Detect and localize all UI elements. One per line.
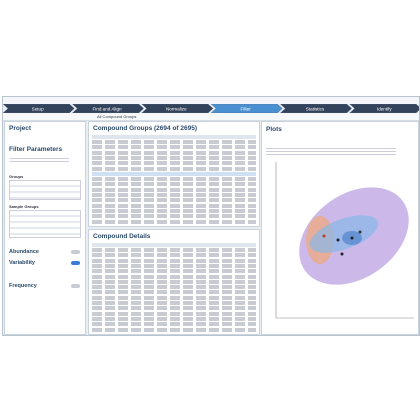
toolbar-label: All Compound Groups <box>97 114 137 119</box>
tab[interactable] <box>141 104 214 113</box>
plots-title: Plots <box>266 126 282 133</box>
point <box>358 230 362 234</box>
table-row <box>92 161 256 166</box>
table-row <box>92 187 256 192</box>
filter-title: Filter Parameters <box>9 146 63 153</box>
toolbar <box>3 113 419 121</box>
pca-plot <box>275 162 414 319</box>
groups-box <box>9 180 81 200</box>
table-row <box>92 155 256 160</box>
tab[interactable] <box>349 104 419 113</box>
point <box>336 238 340 242</box>
tab-label: Normalize <box>166 106 187 111</box>
section-label[interactable]: Variability <box>9 260 35 266</box>
title-bar <box>3 97 419 104</box>
table-row <box>92 311 256 316</box>
table-row <box>92 193 256 197</box>
table-row <box>92 269 256 274</box>
toggle[interactable] <box>71 261 80 265</box>
point <box>350 236 354 240</box>
table-row <box>92 177 256 182</box>
tab[interactable] <box>3 104 75 113</box>
table-row <box>92 203 256 208</box>
point <box>340 252 344 256</box>
section-label[interactable]: Abundance <box>9 249 39 255</box>
window: Setup Find and Align Normalize Filter Statis… <box>2 96 420 336</box>
table-row <box>92 182 256 187</box>
table-row <box>92 306 256 311</box>
table-row <box>92 290 256 295</box>
panel-title: Compound Groups (2694 of 2695) <box>93 125 198 132</box>
table-header <box>92 243 256 247</box>
compound-details-panel: Compound Details <box>88 229 260 335</box>
table-row <box>92 322 256 327</box>
tab[interactable] <box>72 104 144 113</box>
table-row <box>92 145 256 150</box>
toggle[interactable] <box>71 284 80 288</box>
table-row <box>92 279 256 284</box>
tab[interactable] <box>280 104 352 113</box>
placeholder <box>9 156 69 164</box>
table-row <box>92 253 256 258</box>
table-row <box>92 208 256 213</box>
table-header <box>92 135 256 139</box>
table-row <box>92 295 256 300</box>
table-row <box>92 274 256 279</box>
table-row <box>92 198 256 203</box>
table-row <box>92 285 256 290</box>
table-row <box>92 248 256 252</box>
plot-caption <box>266 146 396 156</box>
table-row <box>92 219 256 224</box>
table-row <box>92 263 256 268</box>
table-row <box>92 171 256 176</box>
sample-groups-label: Sample Groups <box>9 204 39 209</box>
tab-label: Identify <box>377 106 393 111</box>
left-panel: Project Filter Parameters Groups Sample Gro… <box>4 121 86 335</box>
groups-label: Groups <box>9 174 24 179</box>
tab-label: Find and Align <box>92 106 122 111</box>
plots-panel: Plots <box>261 121 419 335</box>
tab-label: Statistics <box>306 106 325 111</box>
tab[interactable] <box>210 104 283 113</box>
panel-title: Compound Details <box>93 233 151 240</box>
toggle[interactable] <box>71 250 80 254</box>
table-row <box>92 258 256 263</box>
tab-bar: Setup Find and Align Normalize Filter Statis… <box>3 104 419 113</box>
table-row <box>92 327 256 332</box>
table-row <box>92 166 256 171</box>
sample-groups-table <box>9 210 81 238</box>
table-row <box>92 140 256 144</box>
table-row <box>92 150 256 155</box>
tab-label: Setup <box>32 106 44 111</box>
point <box>322 234 326 238</box>
project-title: Project <box>9 125 32 132</box>
tab-label: Filter <box>241 106 252 111</box>
table-row <box>92 301 256 305</box>
section-label[interactable]: Frequency <box>9 283 37 289</box>
compound-groups-panel: Compound Groups (2694 of 2695) <box>88 121 260 227</box>
table-row <box>92 316 256 321</box>
table-row <box>92 214 256 219</box>
